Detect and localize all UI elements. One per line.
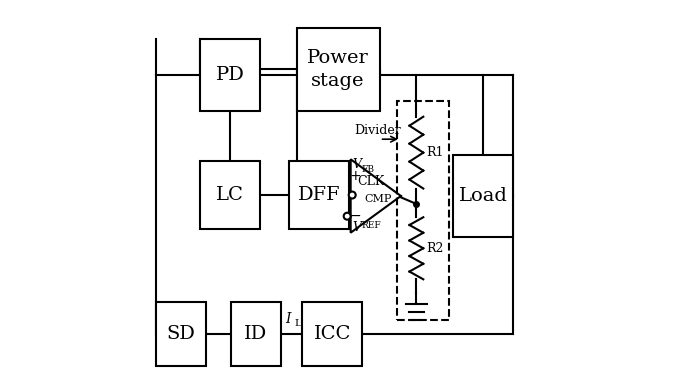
Text: ID: ID (244, 325, 267, 343)
Text: LC: LC (216, 186, 244, 204)
Text: FB: FB (361, 165, 374, 174)
Text: SD: SD (166, 325, 195, 343)
Text: Divider: Divider (355, 124, 401, 137)
Bar (289, 161, 349, 229)
Text: CMP: CMP (364, 194, 391, 204)
Text: CLK: CLK (357, 175, 385, 188)
Text: L: L (295, 319, 301, 328)
Bar (297, 28, 380, 111)
Bar (397, 101, 449, 319)
Text: R2: R2 (426, 242, 444, 255)
Circle shape (349, 192, 356, 198)
Text: stage: stage (312, 72, 365, 90)
Bar (155, 302, 206, 366)
Text: Load: Load (458, 187, 507, 205)
Text: PD: PD (216, 66, 244, 84)
Bar (302, 302, 362, 366)
Text: REF: REF (361, 221, 381, 230)
Text: ICC: ICC (314, 325, 351, 343)
Text: V: V (353, 221, 361, 234)
Text: I: I (285, 312, 291, 327)
Text: V: V (353, 158, 361, 171)
Text: Power: Power (307, 49, 369, 67)
Bar (200, 161, 260, 229)
Polygon shape (351, 159, 401, 233)
Bar (453, 155, 513, 237)
Text: +: + (349, 169, 361, 183)
Bar (200, 40, 260, 111)
Text: −: − (349, 209, 361, 223)
Text: DFF: DFF (297, 186, 340, 204)
Circle shape (344, 213, 351, 220)
Text: R1: R1 (426, 146, 444, 159)
Bar (231, 302, 281, 366)
